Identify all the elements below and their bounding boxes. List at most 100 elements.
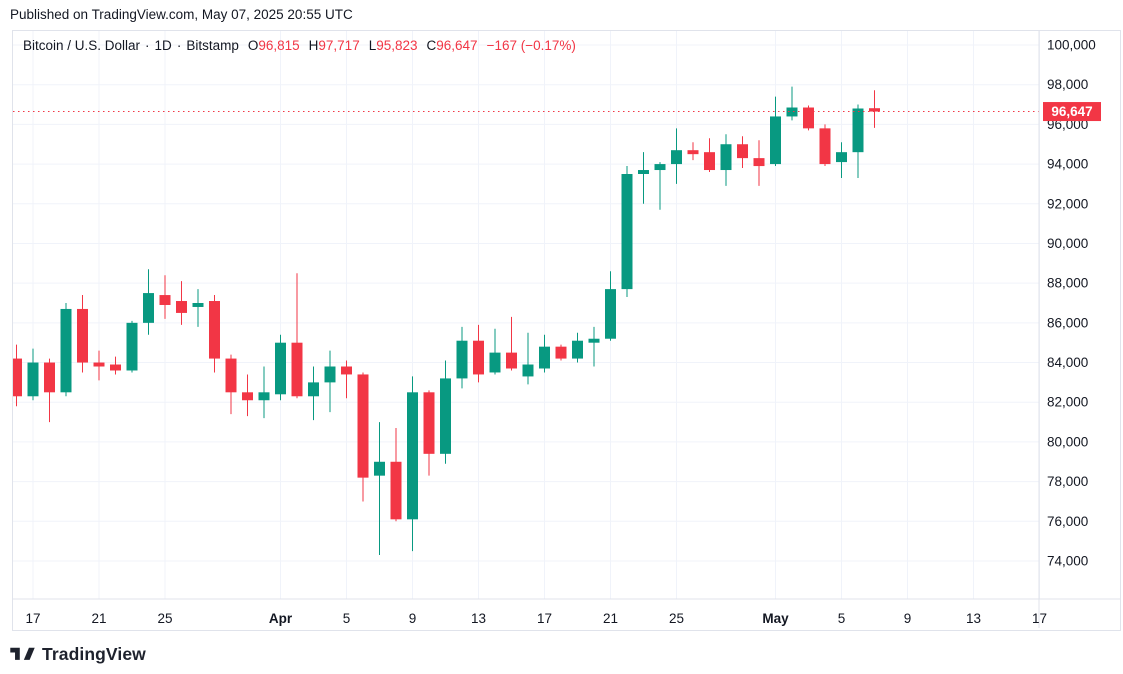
candle-body	[852, 108, 864, 153]
candle-body	[143, 293, 154, 323]
ohlc-close: C96,647	[427, 38, 478, 53]
change-value: −167 (−0.17%)	[486, 38, 576, 53]
candle-body	[506, 352, 517, 369]
candle	[176, 281, 187, 325]
time-axis[interactable]: 17 21 25 Apr 5 9 13 17 21 25 May 5 9 13 17	[25, 611, 1047, 626]
candle-body	[803, 107, 814, 129]
candle	[555, 344, 567, 361]
candle	[770, 96, 781, 167]
candle-body	[588, 338, 600, 343]
high-value: 97,717	[318, 38, 360, 53]
timeframe-label[interactable]: 1D	[154, 38, 172, 53]
candle-body	[720, 144, 732, 171]
exchange-label: Bitstamp	[186, 38, 239, 53]
candle	[324, 350, 336, 413]
candle	[489, 328, 501, 375]
low-value: 95,823	[376, 38, 418, 53]
candle	[737, 136, 748, 169]
candle-body	[77, 308, 88, 363]
open-letter: O	[247, 38, 259, 53]
price-tick-label: 100,000	[1047, 38, 1096, 53]
candle-body	[275, 342, 286, 395]
candle	[44, 358, 55, 423]
ohlc-high: H97,717	[309, 38, 360, 53]
candle	[671, 128, 682, 184]
candle	[357, 372, 369, 502]
candle	[522, 332, 534, 385]
candle-body	[324, 366, 336, 383]
candle	[225, 354, 237, 415]
candle-body	[621, 174, 633, 290]
candlestick-chart[interactable]: 74,000 76,000 78,000 80,000 82,000 84,000 86,0…	[13, 31, 1120, 630]
candle	[539, 334, 550, 373]
time-tick-label: 9	[409, 611, 417, 626]
time-tick-label: 21	[91, 611, 106, 626]
candle-body	[209, 301, 220, 359]
ohlc-low: L95,823	[369, 38, 418, 53]
chart-frame: 74,000 76,000 78,000 80,000 82,000 84,000 86,0…	[12, 30, 1121, 631]
price-tick-label: 86,000	[1047, 315, 1088, 330]
time-tick-label: 25	[157, 611, 172, 626]
candle	[506, 316, 517, 371]
price-tick-label: 90,000	[1047, 236, 1088, 251]
time-tick-label: 17	[25, 611, 40, 626]
candle-body	[737, 144, 748, 159]
candle-body	[605, 289, 616, 339]
price-tick-label: 74,000	[1047, 554, 1088, 569]
symbol-name[interactable]: Bitcoin / U.S. Dollar	[23, 38, 141, 53]
candle-body	[27, 362, 39, 397]
close-letter: C	[426, 38, 437, 53]
close-value: 96,647	[436, 38, 478, 53]
ohlc-open: O96,815	[248, 38, 300, 53]
candle-body	[572, 340, 583, 359]
candle-body	[456, 340, 468, 379]
candle	[60, 303, 72, 397]
time-tick-label: Apr	[269, 611, 293, 626]
candle	[275, 334, 286, 401]
candles-layer	[13, 86, 880, 556]
grid	[13, 31, 1040, 599]
low-letter: L	[368, 38, 377, 53]
price-tick-label: 88,000	[1047, 276, 1088, 291]
candle	[341, 360, 352, 399]
price-tick-label: 92,000	[1047, 196, 1088, 211]
price-axis[interactable]: 74,000 76,000 78,000 80,000 82,000 84,000 86,0…	[1047, 38, 1096, 569]
open-value: 96,815	[258, 38, 300, 53]
candle-body	[489, 352, 501, 373]
price-tick-label: 94,000	[1047, 157, 1088, 172]
time-tick-label: 9	[904, 611, 912, 626]
brand-text: TradingView	[42, 643, 146, 664]
candle	[687, 142, 699, 161]
price-tick-label: 78,000	[1047, 474, 1088, 489]
candle-body	[291, 342, 303, 397]
published-bar: Published on TradingView.com, May 07, 20…	[10, 7, 353, 22]
candle-body	[225, 358, 237, 393]
candle-body	[786, 107, 798, 117]
candle	[242, 374, 253, 417]
candle	[473, 324, 484, 383]
candle	[654, 162, 666, 210]
candle	[704, 138, 715, 173]
candle	[143, 269, 154, 335]
candle-body	[126, 322, 138, 371]
candle	[836, 142, 847, 178]
legend-separator: ·	[176, 38, 182, 53]
candle-body	[258, 392, 270, 401]
candle	[390, 428, 402, 522]
candle-body	[770, 116, 781, 165]
candle	[869, 90, 880, 128]
candle-body	[704, 152, 715, 171]
candle	[572, 332, 583, 363]
candle	[440, 360, 451, 464]
candle-body	[308, 382, 319, 397]
tradingview-logo[interactable]: TradingView	[10, 642, 146, 666]
tradingview-glyph-icon	[10, 647, 35, 660]
candle	[423, 390, 435, 476]
candle-body	[869, 108, 880, 112]
candle-body	[13, 358, 22, 397]
candle	[753, 140, 765, 186]
candle	[77, 295, 88, 373]
price-tick-label: 76,000	[1047, 514, 1088, 529]
candle-body	[522, 364, 534, 377]
symbol-legend: Bitcoin / U.S. Dollar · 1D · Bitstamp O96,815…	[23, 38, 576, 53]
